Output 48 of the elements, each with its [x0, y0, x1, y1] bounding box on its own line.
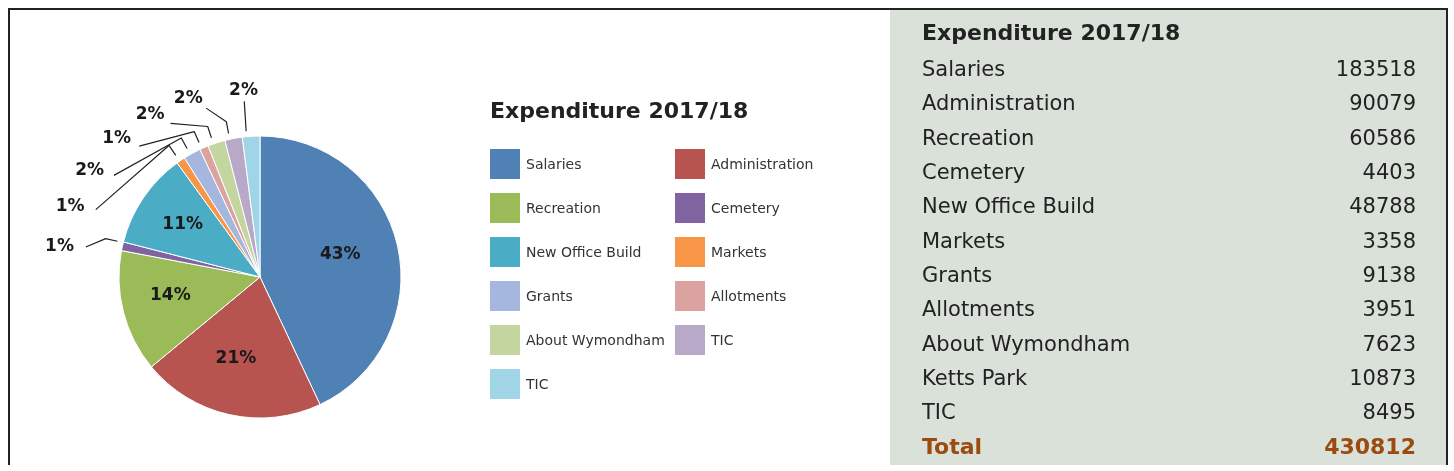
- category-label: Salaries: [922, 57, 1006, 82]
- category-label: Allotments: [922, 297, 1035, 322]
- text: Expenditure 2017/18: [922, 20, 1182, 47]
- category-label: Recreation: [922, 125, 1035, 150]
- data-label: 11%: [162, 212, 204, 233]
- data-label: 2%: [173, 86, 203, 107]
- text: Total: [922, 433, 983, 459]
- legend-label: About Wymondham: [526, 332, 665, 348]
- data-label: 2%: [229, 79, 258, 100]
- legend-label: Grants: [526, 288, 573, 304]
- text: 430812: [1324, 433, 1416, 459]
- data-label: 2%: [75, 158, 104, 179]
- category-label: About Wymondham: [922, 331, 1131, 356]
- data-label: 43%: [319, 242, 361, 263]
- data-label: 90079: [1349, 91, 1416, 116]
- data-label: 4403: [1362, 160, 1416, 185]
- data-label: 9138: [1362, 262, 1416, 287]
- data-label: 8495: [1362, 400, 1416, 425]
- category-label: Markets: [922, 228, 1006, 253]
- data-label: 60586: [1349, 125, 1416, 150]
- legend-label: Allotments: [711, 288, 787, 304]
- category-label: TIC: [922, 400, 956, 425]
- data-label: 7623: [1362, 331, 1416, 356]
- data-label: 1%: [102, 127, 132, 148]
- legend-label: Markets: [711, 244, 767, 260]
- category-label: Cemetery: [922, 160, 1026, 185]
- data-label: 14%: [149, 283, 191, 304]
- data-label: 1%: [45, 235, 74, 256]
- legend-label: TIC: [711, 332, 734, 348]
- legend-label: Cemetery: [711, 200, 780, 216]
- legend-label: Recreation: [526, 200, 601, 216]
- legend-label: Salaries: [526, 156, 582, 172]
- data-label: 3358: [1362, 228, 1416, 253]
- data-label: 2%: [135, 102, 165, 123]
- category-label: New Office Build: [922, 194, 1096, 219]
- data-label: 21%: [215, 347, 257, 368]
- legend-label: TIC: [526, 376, 549, 392]
- data-label: 183518: [1335, 57, 1416, 82]
- data-label: 10873: [1349, 365, 1416, 390]
- legend-title: Expenditure 2017/18: [490, 98, 750, 123]
- data-label: 48788: [1349, 194, 1416, 219]
- legend-label: Administration: [711, 156, 814, 172]
- category-label: Administration: [922, 91, 1076, 116]
- category-label: Ketts Park: [922, 365, 1028, 390]
- legend-label: New Office Build: [526, 244, 642, 260]
- data-label: 1%: [55, 195, 85, 216]
- data-label: 3951: [1362, 297, 1416, 322]
- category-label: Grants: [922, 262, 993, 287]
